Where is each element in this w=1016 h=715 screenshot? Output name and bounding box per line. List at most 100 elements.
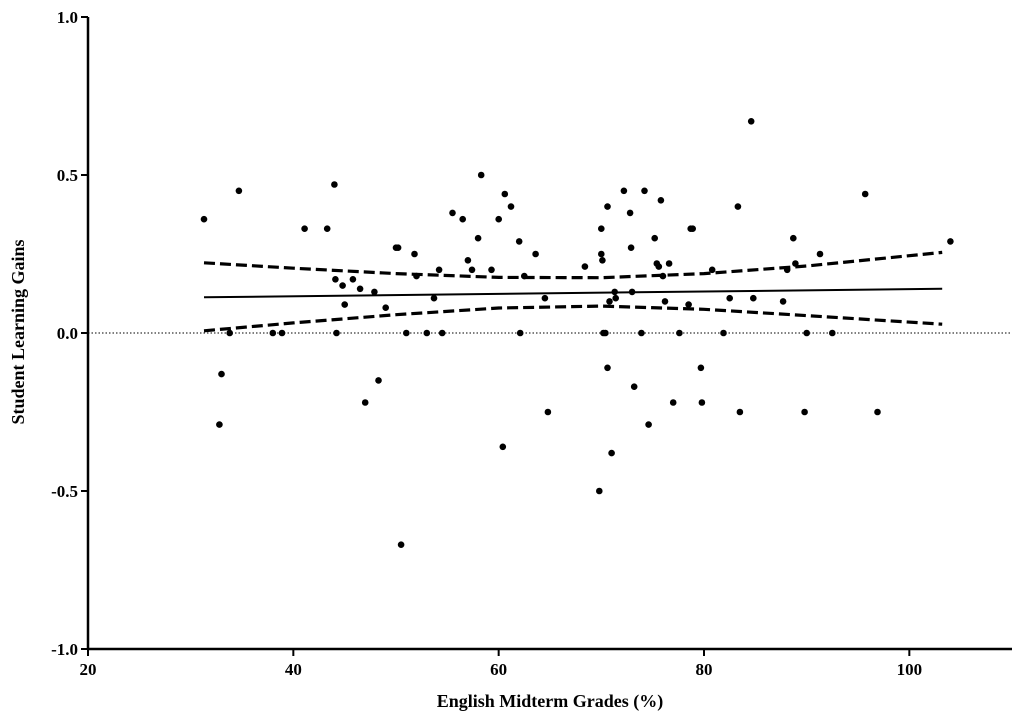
data-point [477,171,485,179]
data-point [581,263,589,270]
y-tick-label: -0.5 [51,482,78,501]
data-point [218,370,225,378]
data-point [829,329,836,337]
data-point [216,421,223,428]
data-point [602,329,609,337]
x-axis-ticks: 20 40 60 80 100 [80,649,923,679]
data-point [661,298,669,305]
data-point [356,285,364,293]
data-points [200,118,954,548]
data-point [382,304,390,312]
data-point [657,197,665,204]
data-point [726,294,733,302]
data-point [403,329,410,337]
data-point [301,225,308,232]
data-point [645,421,652,428]
data-point [630,383,638,391]
data-point [474,234,482,242]
data-point [599,257,606,264]
data-point [413,272,420,280]
data-point [720,329,727,337]
data-point [665,260,673,267]
data-point [278,329,286,337]
data-point [200,215,208,223]
data-point [708,266,716,274]
data-point [495,215,503,223]
y-tick-label: 0.0 [57,324,78,343]
data-point [449,209,456,217]
x-tick-label: 40 [285,660,302,679]
data-point [269,329,277,337]
x-tick-label: 80 [696,660,713,679]
data-point [598,225,605,232]
data-point [501,190,509,198]
data-point [620,187,628,195]
data-point [541,294,549,302]
data-point [676,329,683,337]
data-point [612,294,619,302]
x-tick-label: 100 [897,660,923,679]
data-point [638,329,645,337]
data-point [697,364,705,372]
data-point [371,288,378,296]
data-point [411,250,418,258]
data-point [468,266,476,274]
data-point [750,294,757,302]
data-point [332,276,339,283]
data-point [641,187,648,195]
data-point [423,329,431,337]
data-point [947,238,954,245]
data-point [747,118,755,125]
data-point [790,234,797,242]
y-axis-title: Student Learning Gains [8,239,28,424]
data-point [532,250,539,258]
data-point [698,399,706,406]
data-point [516,329,524,337]
lower-confidence-band [203,304,943,333]
data-point [331,181,338,188]
data-point [604,364,611,372]
x-axis-title: English Midterm Grades (%) [437,691,664,712]
data-point [488,266,495,274]
data-point [783,266,791,274]
data-point [801,408,808,416]
data-point [627,244,635,251]
data-point [598,250,605,258]
data-point [438,329,446,337]
data-point [349,276,357,283]
data-point [333,329,340,337]
data-point [861,190,869,198]
data-point [515,238,523,245]
data-point [499,443,507,451]
data-point [685,301,692,308]
data-point [339,282,346,289]
y-tick-label: -1.0 [51,640,78,659]
data-point [655,263,663,270]
regression-layer [204,287,943,299]
data-point [544,408,552,416]
data-point [341,301,349,308]
data-point [521,272,528,280]
data-point [611,288,618,296]
data-point [608,449,615,457]
data-point [779,298,787,305]
data-point [659,272,667,280]
data-point [604,203,611,210]
data-point [736,408,744,416]
data-point [628,288,636,296]
data-point [235,187,243,195]
confidence-band-layer [203,250,943,333]
data-point [375,377,382,384]
data-point [464,257,472,264]
data-point [226,329,233,337]
data-point [669,399,677,406]
data-point [596,487,603,495]
data-point [459,215,467,223]
data-point [507,203,515,210]
data-point [792,260,799,267]
data-point [803,329,810,337]
data-point [734,203,742,210]
data-point [361,399,369,406]
data-point [397,541,405,548]
data-point [394,244,402,251]
